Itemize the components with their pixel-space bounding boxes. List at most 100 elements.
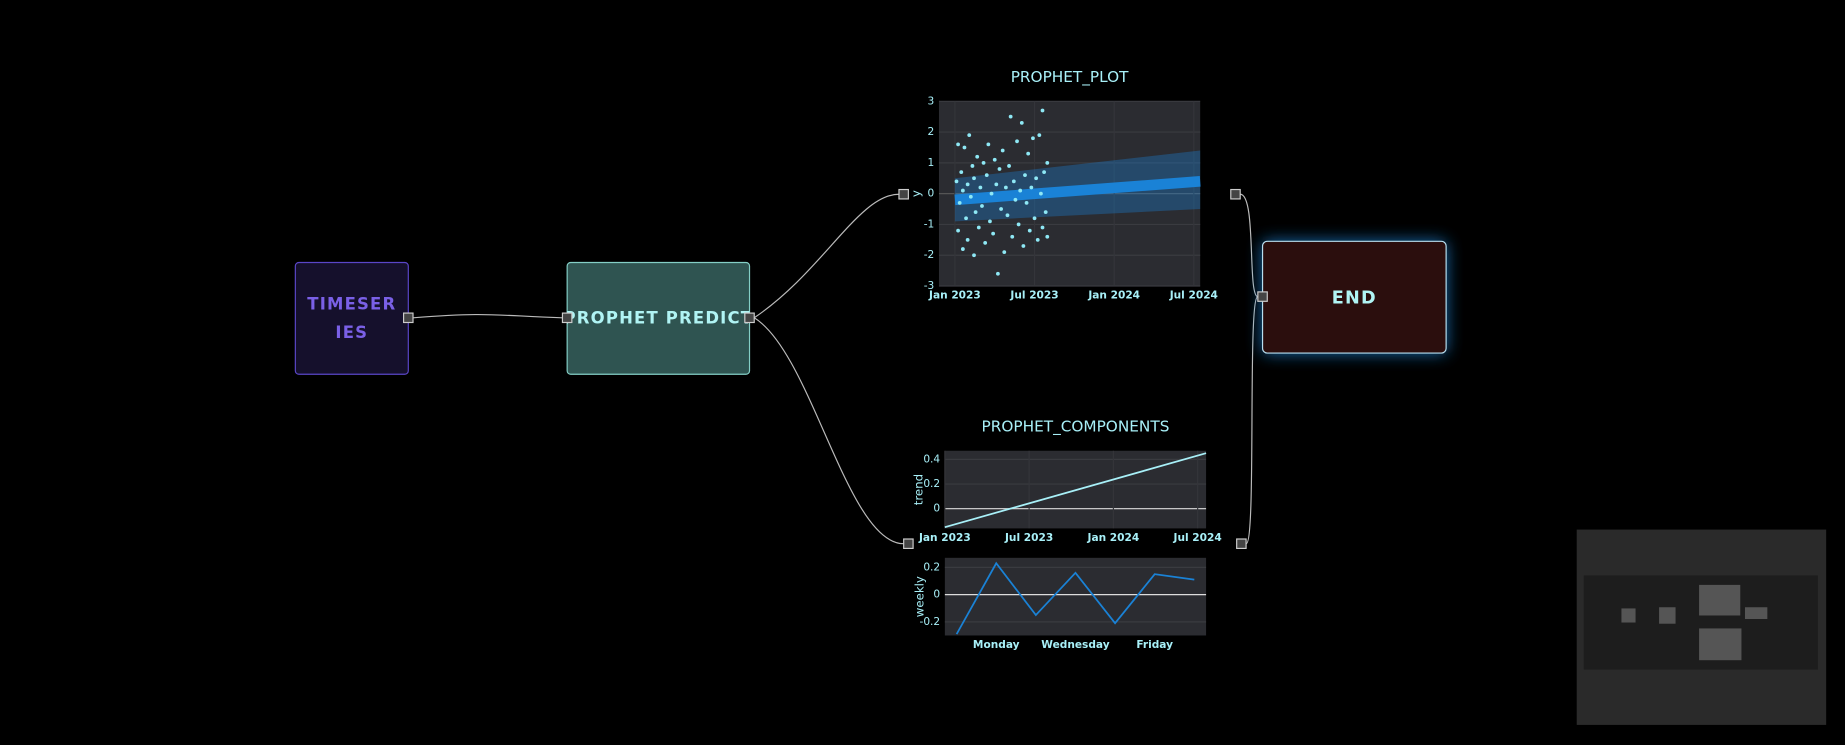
y-tick-label: 0 — [933, 503, 940, 515]
data-point — [1008, 114, 1013, 119]
node-label: PROPHET PREDICT — [567, 308, 750, 328]
minimap-node — [1659, 607, 1676, 624]
y-axis-label: y — [909, 190, 923, 197]
data-point — [1040, 225, 1045, 230]
data-point — [992, 157, 997, 162]
data-point — [1027, 228, 1032, 233]
data-point — [986, 142, 991, 147]
x-tick-label: Jan 2024 — [1087, 289, 1140, 301]
data-point — [988, 219, 992, 224]
data-point — [1034, 176, 1039, 181]
minimap-node — [1744, 607, 1768, 620]
data-point — [991, 231, 996, 236]
data-point — [972, 176, 976, 181]
data-point — [983, 241, 988, 245]
plot-area — [944, 557, 1207, 636]
port[interactable] — [903, 538, 914, 549]
y-tick-label: 0.2 — [923, 561, 940, 573]
x-tick-label: Friday — [1136, 639, 1173, 651]
data-point — [957, 201, 962, 205]
data-point — [1011, 179, 1016, 184]
edge — [1239, 193, 1259, 298]
node-label-wrap: END — [1331, 286, 1377, 308]
data-point — [968, 194, 973, 199]
data-point — [1045, 160, 1050, 165]
data-point — [1037, 133, 1042, 138]
port[interactable] — [561, 312, 573, 324]
data-point — [967, 133, 972, 138]
data-point — [973, 210, 978, 215]
y-tick-label: -1 — [924, 218, 935, 230]
port[interactable] — [1230, 188, 1241, 200]
data-point — [1026, 151, 1031, 156]
edges — [412, 193, 1259, 545]
x-tick-label: Jul 2023 — [1009, 289, 1058, 301]
data-point — [976, 225, 981, 230]
y-tick-label: 3 — [928, 95, 935, 107]
data-point — [960, 247, 965, 251]
data-point — [980, 204, 984, 208]
y-axis-label: weekly — [913, 576, 927, 617]
data-point — [1018, 188, 1023, 193]
data-point — [1019, 120, 1024, 125]
data-point — [965, 182, 970, 187]
y-tick-label: 0 — [933, 589, 940, 601]
x-tick-label: Jul 2024 — [1169, 289, 1218, 301]
data-point — [1023, 173, 1027, 178]
data-point — [1002, 250, 1007, 255]
minimap-node — [1699, 584, 1741, 616]
data-point — [1039, 191, 1043, 196]
edge — [753, 317, 904, 545]
data-point — [962, 145, 967, 150]
node-label: END — [1331, 286, 1377, 308]
data-point — [1032, 216, 1037, 221]
ports — [403, 188, 1268, 549]
port[interactable] — [898, 188, 909, 200]
y-tick-label: -2 — [924, 249, 935, 261]
port[interactable] — [744, 312, 755, 324]
data-point — [1000, 148, 1005, 153]
x-tick-label: Jan 2023 — [928, 289, 981, 301]
x-tick-label: Wednesday — [1041, 639, 1109, 651]
data-point — [996, 271, 1000, 276]
data-point — [1042, 170, 1046, 174]
data-point — [997, 167, 1002, 171]
port[interactable] — [1257, 291, 1268, 302]
y-tick-label: 2 — [928, 126, 935, 138]
data-point — [978, 185, 983, 190]
port[interactable] — [403, 312, 414, 324]
data-point — [959, 170, 964, 174]
trend-line — [944, 452, 1207, 529]
x-tick-label: Jul 2023 — [1004, 532, 1053, 544]
data-point — [984, 173, 989, 178]
minimap[interactable] — [1576, 529, 1827, 725]
node-label: TIMESERIES — [307, 294, 397, 342]
minimap-node — [1621, 608, 1636, 623]
y-tick-label: -3 — [924, 280, 935, 292]
edge — [412, 313, 563, 319]
plot-title: PROPHET_PLOT — [1011, 68, 1129, 87]
data-point — [989, 191, 994, 196]
data-point — [972, 253, 976, 258]
data-point — [994, 182, 999, 187]
data-point — [1013, 197, 1018, 202]
edge — [1245, 296, 1259, 545]
data-point — [1021, 244, 1026, 248]
y-axis-label: trend — [911, 474, 925, 505]
port[interactable] — [1236, 538, 1247, 549]
data-point — [1029, 185, 1034, 190]
data-point — [1016, 222, 1021, 227]
y-tick-label: 0 — [928, 188, 935, 200]
y-tick-label: 0.4 — [923, 453, 940, 465]
edge — [753, 193, 899, 319]
data-point — [954, 179, 959, 184]
data-point — [1003, 185, 1008, 190]
data-point — [965, 237, 970, 242]
y-tick-label: 0.2 — [923, 478, 940, 490]
data-point — [960, 188, 965, 193]
data-point — [1035, 237, 1040, 242]
weekly-line — [955, 561, 1195, 635]
